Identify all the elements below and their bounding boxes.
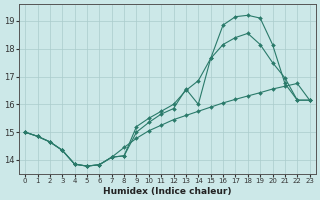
X-axis label: Humidex (Indice chaleur): Humidex (Indice chaleur) — [103, 187, 232, 196]
